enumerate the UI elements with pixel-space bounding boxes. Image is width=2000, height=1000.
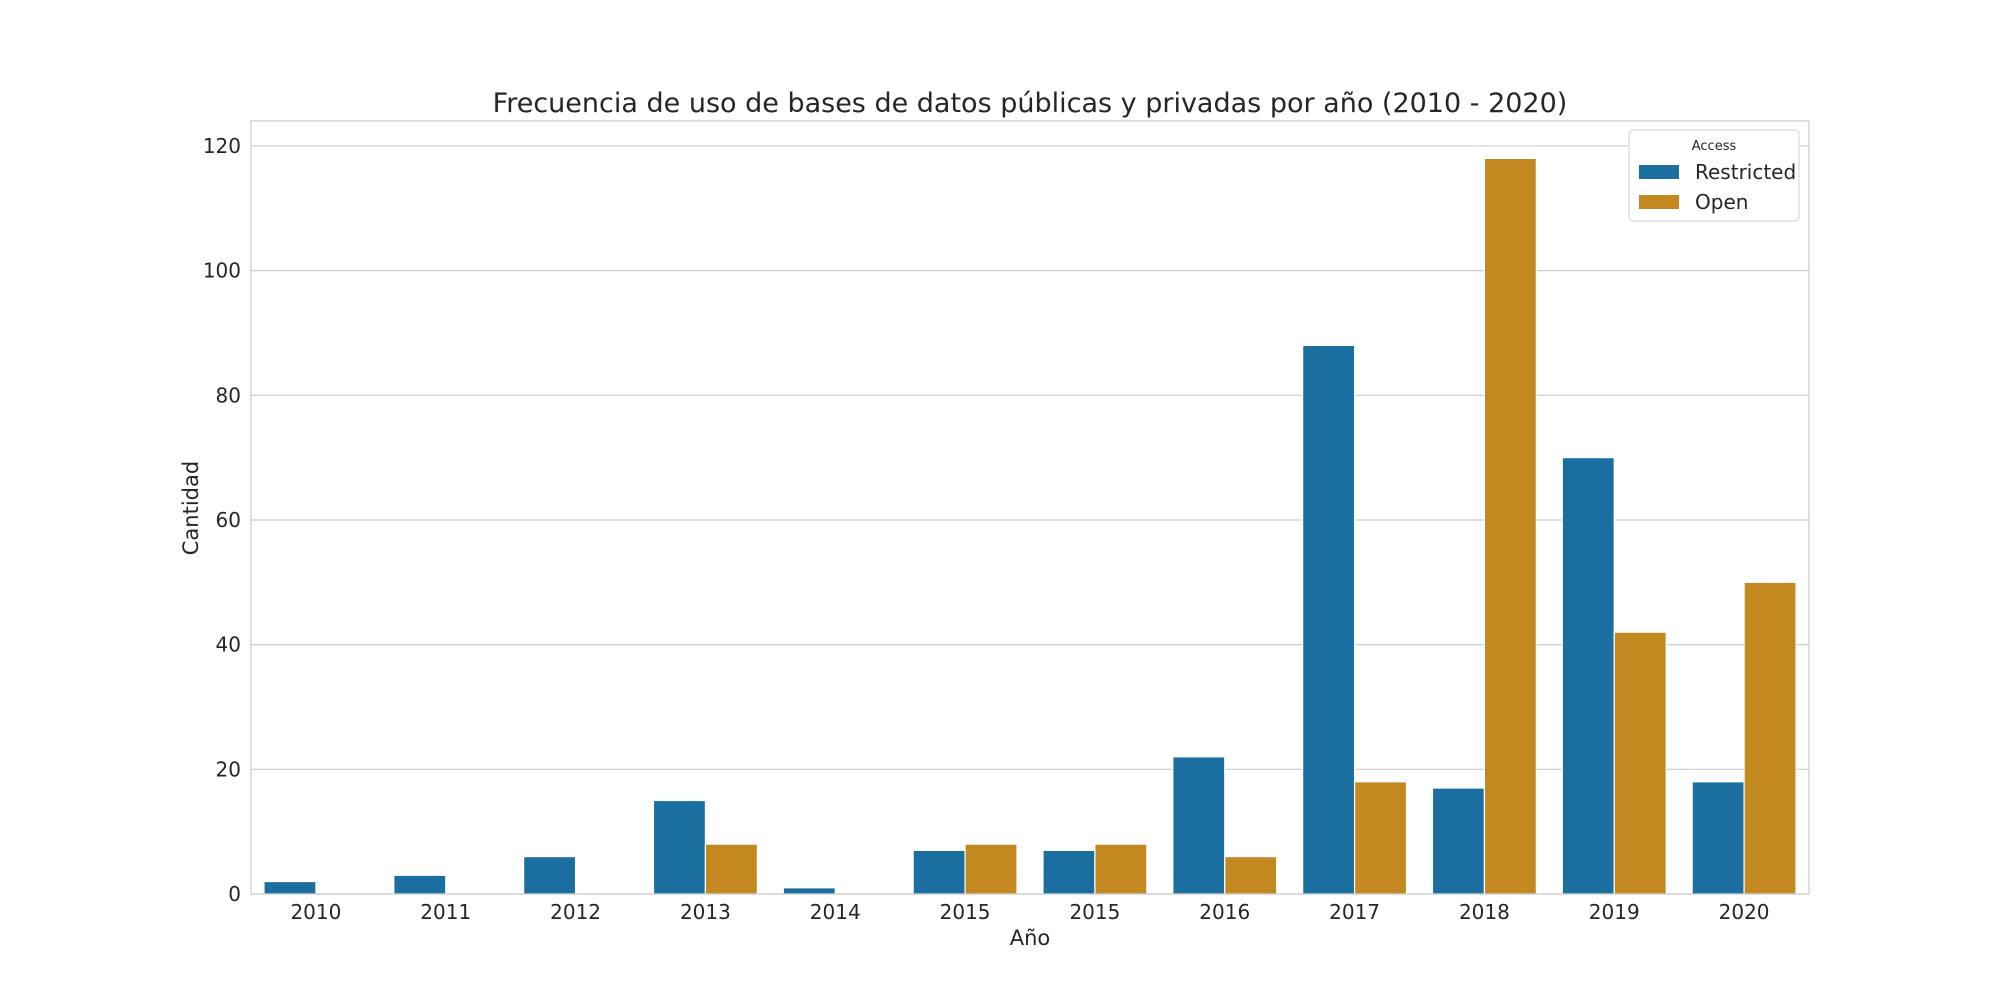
bar-restricted-2019 — [1561, 457, 1615, 895]
bar-restricted-2016 — [1172, 756, 1226, 895]
bar-restricted-2010 — [263, 880, 317, 895]
y-tick-label: 80 — [216, 383, 241, 407]
x-tick-label: 2020 — [1719, 900, 1770, 924]
bar-open-2016 — [1224, 855, 1278, 895]
bar-open-2019 — [1613, 631, 1667, 895]
bar-restricted-2013 — [652, 799, 707, 895]
plot-frame — [250, 120, 1810, 895]
bar-open-2015 — [964, 843, 1018, 895]
y-tick-label: 60 — [216, 508, 241, 532]
x-axis-label: Año — [1010, 926, 1051, 950]
x-tick-label: 2017 — [1329, 900, 1380, 924]
x-tick-label: 2018 — [1459, 900, 1510, 924]
x-tick-label: 2014 — [810, 900, 861, 924]
y-axis-label: Cantidad — [179, 461, 203, 555]
bar-open-2013 — [704, 843, 758, 895]
bar-restricted-2014 — [782, 887, 836, 895]
chart-title: Frecuencia de uso de bases de datos públ… — [493, 88, 1568, 119]
x-tick-label: 2015 — [1069, 900, 1120, 924]
legend-title: Access — [1692, 139, 1737, 154]
x-tick-label: 2013 — [680, 900, 731, 924]
x-tick-label: 2010 — [290, 900, 341, 924]
legend-label-restricted: Restricted — [1695, 160, 1796, 184]
bar-restricted-2012 — [523, 855, 577, 895]
bar-restricted-2017 — [1302, 344, 1356, 895]
y-tick-label: 120 — [203, 134, 241, 158]
bars — [263, 157, 1797, 895]
legend: Access Restricted Open — [1628, 129, 1800, 222]
bar-open-2018 — [1483, 157, 1537, 895]
bar-restricted-2011 — [393, 874, 447, 895]
bar-restricted-2018 — [1431, 787, 1486, 895]
bar-open-2017 — [1353, 781, 1408, 895]
y-tick-label: 0 — [228, 882, 241, 906]
bar-open-2020 — [1743, 581, 1797, 895]
legend-swatch-restricted — [1639, 165, 1679, 179]
x-tick-label: 2015 — [940, 900, 991, 924]
y-tick-label: 100 — [203, 259, 241, 283]
bar-open-2015 — [1094, 843, 1148, 895]
legend-label-open: Open — [1695, 190, 1748, 214]
x-tick-label: 2011 — [420, 900, 471, 924]
grid-lines — [251, 145, 1809, 895]
bar-restricted-2015 — [912, 849, 966, 895]
y-tick-label: 20 — [216, 757, 241, 781]
x-tick-label: 2019 — [1589, 900, 1640, 924]
x-tick-label: 2016 — [1199, 900, 1250, 924]
y-tick-label: 40 — [216, 633, 241, 657]
bar-restricted-2020 — [1691, 781, 1745, 895]
bar-restricted-2015 — [1042, 849, 1096, 895]
x-tick-label: 2012 — [550, 900, 601, 924]
x-tick-labels: 2010 2011 2012 2013 2014 2015 2015 2016 2017 2018… — [290, 900, 1769, 924]
y-tick-labels: 0 20 40 60 80 100 120 — [203, 134, 241, 906]
legend-swatch-open — [1639, 195, 1679, 209]
